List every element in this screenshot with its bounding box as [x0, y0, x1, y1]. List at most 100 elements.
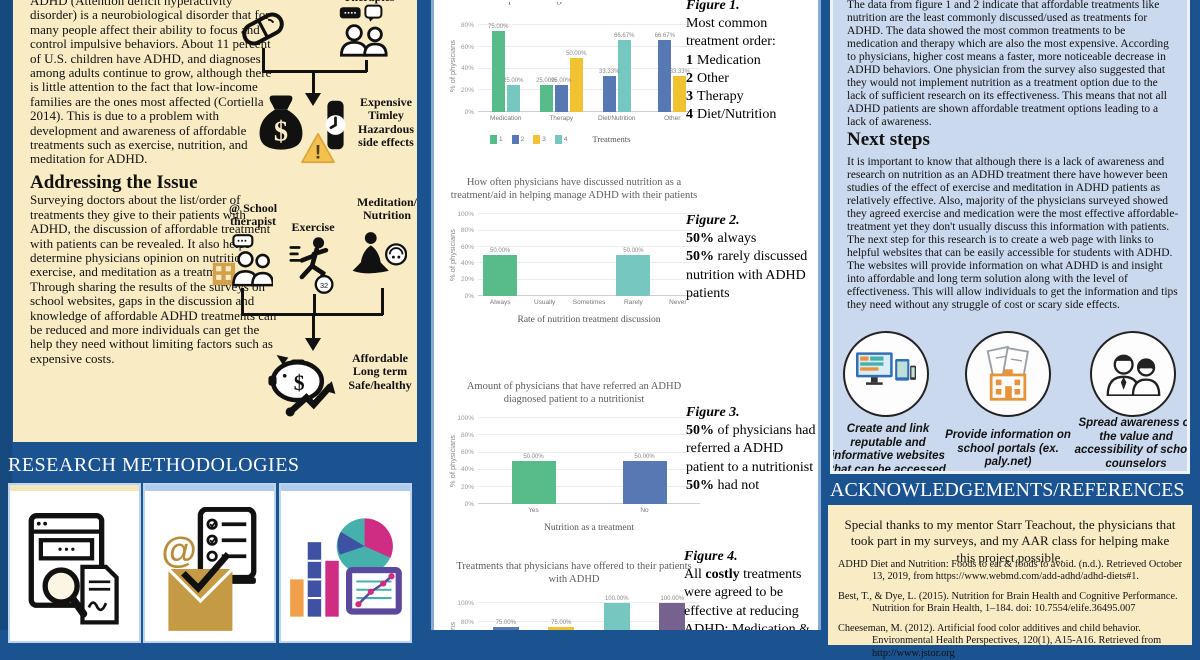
y-tick: 20%	[460, 276, 474, 284]
reference-entry: ADHD Diet and Nutrition: Foods to eat & …	[838, 559, 1183, 583]
x-axis-label: Treatments	[592, 134, 631, 144]
counselors-icon	[1106, 354, 1161, 396]
y-tick: 0%	[464, 500, 474, 508]
y-tick: 80%	[460, 227, 474, 235]
card-accent	[145, 485, 274, 491]
x-tick: Diet/Nutrition	[597, 115, 636, 122]
figure2-label: Figure 2.	[686, 213, 740, 228]
bar-group: 100.00%	[589, 596, 645, 630]
watch-icon	[322, 100, 349, 155]
y-tick: 80%	[460, 21, 474, 29]
connector-line	[313, 294, 316, 315]
survey-email-icon: @	[162, 507, 256, 631]
bar	[511, 461, 556, 505]
y-tick: 40%	[460, 466, 474, 474]
chart-legend: 1 2 3 4 Treatments	[490, 134, 700, 144]
arrow-down-icon	[305, 338, 321, 351]
intro-panel: ADHD (Attention deficit hyperactivity di…	[13, 0, 417, 442]
connector-line	[365, 60, 368, 72]
bar-group: 50.00%	[478, 214, 522, 297]
y-tick: 100%	[457, 414, 474, 422]
web-research-icon	[28, 513, 119, 625]
svg-text:@: @	[162, 530, 197, 571]
y-tick: 100%	[457, 599, 474, 607]
bar	[506, 84, 520, 112]
y-axis-label: % of physicians	[448, 435, 457, 488]
figure3-caption: Figure 3. 50% of physicians had referred…	[686, 405, 816, 493]
figure1-label: Figure 1.	[686, 0, 740, 13]
bar	[569, 57, 583, 112]
exercise-label: Exercise	[291, 220, 335, 234]
websites-circle	[843, 331, 929, 417]
y-tick: 60%	[460, 449, 474, 457]
therapies-label: Therapies	[331, 0, 407, 4]
piggy-bank-icon: $	[263, 345, 339, 426]
intro-text-column: ADHD (Attention deficit hyperactivity di…	[30, 0, 280, 366]
figure3-chart: Amount of physicians that have referred …	[448, 380, 700, 533]
bar-group: 75.00% 25.00%	[478, 20, 534, 112]
svg-text:32: 32	[320, 281, 328, 290]
meditation-icon	[349, 230, 408, 291]
x-axis-label: Nutrition as a treatment	[544, 523, 634, 534]
svg-text:!: !	[315, 142, 322, 164]
x-tick: Therapy	[549, 115, 574, 122]
figure1-caption: Figure 1. Most common treatment order: 1…	[686, 0, 814, 124]
bar	[539, 84, 553, 112]
figure3-label: Figure 3.	[686, 405, 740, 420]
figure1-item: 3 Therapy	[686, 88, 744, 104]
bar-group	[522, 214, 566, 296]
reference-entry: Best, T., & Dye, L. (2015). Nutrition fo…	[838, 591, 1178, 615]
bar	[483, 255, 518, 297]
therapy-people-icon	[335, 4, 391, 65]
counselors-caption: Spread awareness of the value and access…	[1074, 417, 1190, 470]
next-steps-heading: Next steps	[847, 129, 930, 150]
figure2-chart: How often physicians have discussed nutr…	[448, 176, 700, 325]
acknowledgements-heading: ACKNOWLEDGEMENTS/REFERENCES	[830, 479, 1185, 501]
x-axis-label: Rate of nutrition treatment discussion	[517, 315, 661, 326]
y-tick: 60%	[460, 43, 474, 51]
bar	[492, 626, 519, 630]
money-bag-icon: $	[250, 92, 312, 159]
devices-icon	[856, 352, 916, 385]
y-tick: 20%	[460, 483, 474, 491]
figure2-caption: Figure 2. 50% always 50% rarely discusse…	[686, 212, 814, 303]
x-tick: Medication	[490, 115, 522, 122]
bar	[622, 461, 667, 505]
findings-paragraph: The data from figure 1 and 2 indicate th…	[847, 0, 1169, 128]
chart-title: How often physicians have discussed nutr…	[450, 177, 698, 202]
methodology-card-survey-email: @	[143, 483, 276, 643]
reference-entry: Cheeseman, M. (2012). Artificial food co…	[838, 623, 1162, 659]
poster-left-border	[0, 0, 12, 630]
bar-group: 100.00%	[645, 596, 701, 630]
bar	[554, 84, 568, 112]
figures-panel: patients diagnosed with ADHD % of physici…	[431, 0, 821, 630]
y-tick: 0%	[464, 292, 474, 300]
connector-line	[381, 288, 384, 315]
connector-line	[312, 70, 315, 94]
bar	[658, 39, 672, 112]
runner-icon: 32	[289, 236, 337, 299]
bar-group: 33.33% 66.67%	[589, 20, 645, 112]
bar	[491, 30, 505, 112]
connector-line	[312, 313, 315, 339]
y-tick: 100%	[457, 210, 474, 218]
chart-title: Treatments that physicians have offered …	[456, 561, 692, 586]
y-axis-label: % of physicians	[448, 229, 457, 282]
findings-panel: The data from figure 1 and 2 indicate th…	[830, 0, 1190, 474]
card-accent	[10, 485, 139, 491]
bar	[673, 75, 687, 112]
addressing-heading: Addressing the Issue	[30, 171, 198, 193]
bar	[617, 39, 631, 112]
card-accent	[281, 485, 410, 491]
acknowledgements-box: Special thanks to my mentor Starr Teacho…	[828, 505, 1192, 659]
y-axis-label: % of physicians	[448, 622, 458, 630]
x-tick: Rarely	[624, 299, 643, 307]
figure4-chart: Treatments that physicians have offered …	[448, 560, 700, 630]
figure1-item: 2 Other	[686, 70, 729, 86]
x-tick: Other	[664, 115, 681, 122]
methodology-card-data-analysis	[279, 483, 412, 643]
bar	[603, 603, 630, 630]
y-axis-label: % of physicians	[448, 39, 457, 93]
affordable-label: Affordable Long term Safe/healthy	[348, 351, 412, 392]
chart-title: Amount of physicians that have referred …	[466, 381, 682, 406]
